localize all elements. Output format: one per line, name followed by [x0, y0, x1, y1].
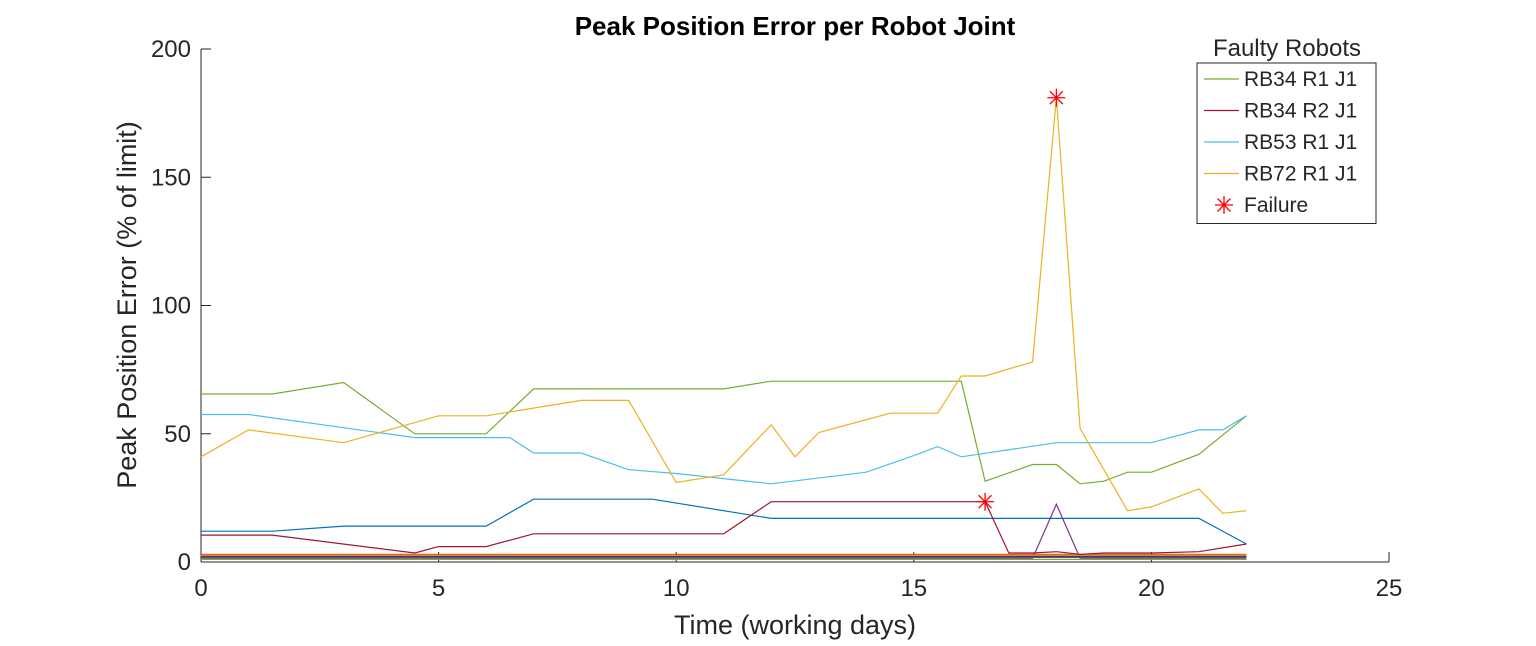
x-axis-label: Time (working days) — [674, 610, 916, 640]
legend-title: Faulty Robots — [1213, 35, 1361, 62]
legend: Faulty Robots RB34 R1 J1 RB34 R2 J1 RB53 R… — [1196, 35, 1377, 224]
x-tick-label: 0 — [194, 575, 207, 602]
series-line — [201, 502, 1247, 559]
y-tick-label: 0 — [178, 549, 191, 576]
x-tick-label: 20 — [1138, 575, 1165, 602]
y-tick-label: 100 — [151, 293, 191, 320]
legend-failure-icon — [1215, 196, 1233, 214]
legend-entry: RB34 R2 J1 — [1244, 100, 1357, 123]
y-axis-label: Peak Position Error (% of limit) — [112, 121, 142, 489]
failure-marker — [1047, 88, 1066, 107]
x-tick-label: 10 — [663, 575, 690, 602]
plot-area: 0 5 10 15 20 25 0 50 100 150 200 — [151, 36, 1402, 602]
legend-box — [1196, 62, 1377, 224]
chart-title: Peak Position Error per Robot Joint — [575, 11, 1016, 41]
x-tick-label: 5 — [432, 575, 445, 602]
x-tick-label: 15 — [900, 575, 927, 602]
x-tick-label: 25 — [1376, 575, 1403, 602]
series-line-rb53-r1-j1 — [201, 413, 1247, 485]
legend-entry: RB53 R1 J1 — [1244, 131, 1357, 154]
series-line — [201, 498, 1247, 545]
series-line-rb34-r2-j1 — [201, 501, 1247, 555]
legend-entry: Failure — [1244, 194, 1308, 217]
series-line-rb72-r1-j1 — [200, 97, 1247, 514]
y-tick-label: 200 — [151, 36, 191, 63]
y-tick-label: 50 — [164, 421, 191, 448]
y-tick-label: 150 — [151, 164, 191, 191]
legend-entry: RB34 R1 J1 — [1244, 68, 1357, 91]
failure-marker — [976, 492, 995, 511]
legend-entry: RB72 R1 J1 — [1244, 163, 1357, 186]
series-line-rb34-r1-j1 — [201, 380, 1247, 485]
